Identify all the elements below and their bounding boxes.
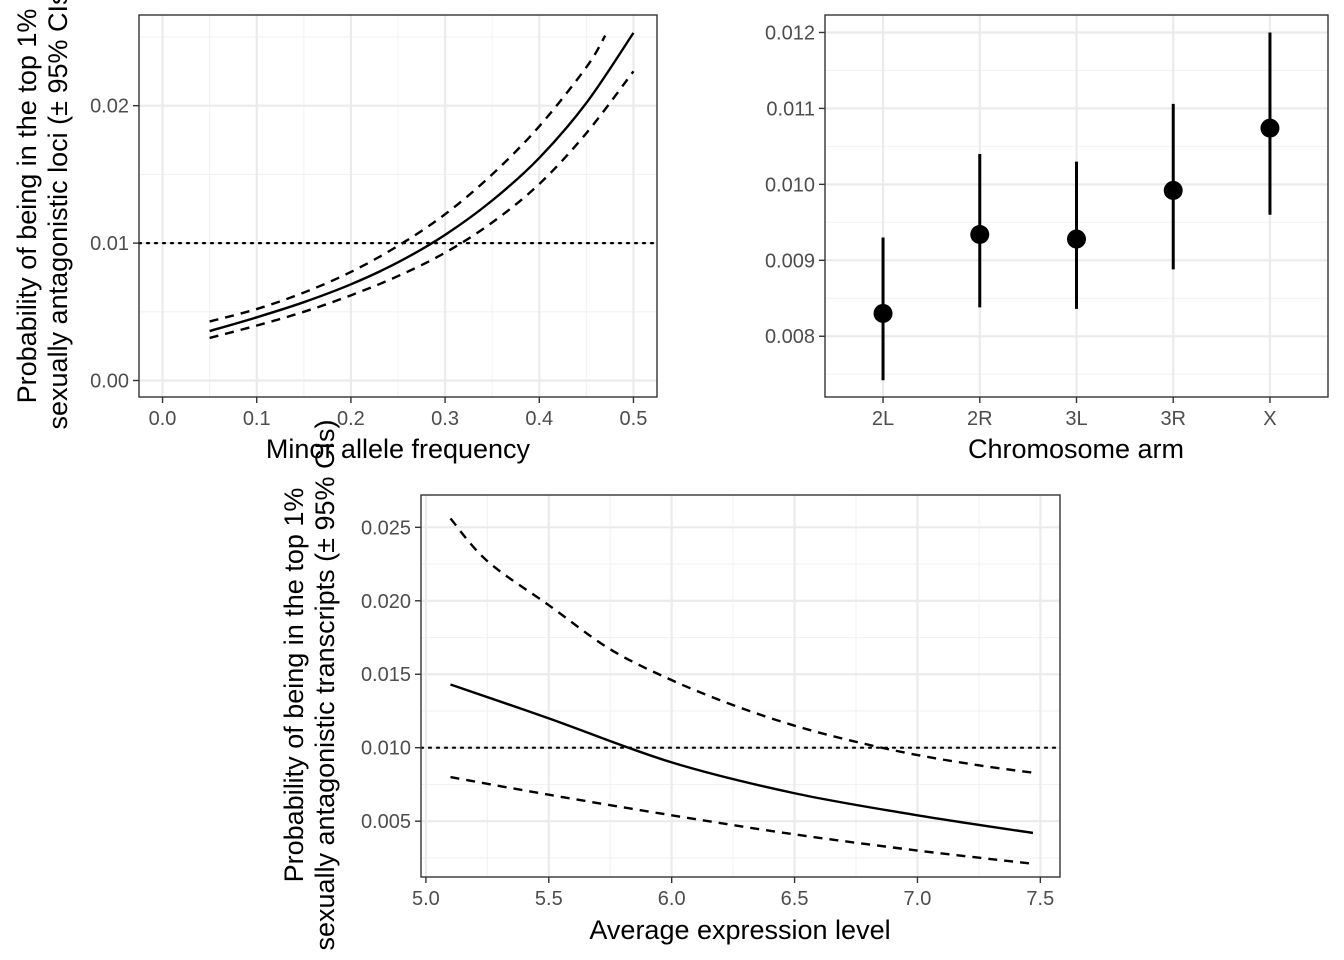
expr-y-tick-label: 0.020: [361, 591, 411, 613]
arm-y-tick-label: 0.012: [765, 22, 815, 44]
maf-series-fit: [209, 32, 635, 333]
arm-y-tick-label: 0.008: [765, 326, 815, 348]
expr-series-upper-ci: [449, 517, 1034, 774]
maf-series-lower-ci: [209, 70, 635, 340]
arm-x-tick-label: 3R: [1160, 408, 1186, 430]
panel-maf-y-axis-title: Probability of being in the top 1% sexua…: [12, 0, 73, 430]
expr-series-fit: [450, 683, 1034, 835]
expr-x-tick-label: 5.0: [412, 888, 440, 910]
panel-expr-ticks: 5.0 5.5 6.0 6.5 7.0 7.5 0.005 0.010 0.015 0.020 0.…: [361, 517, 1054, 910]
panel-expr-border: [420, 494, 1061, 878]
expr-y-tick-label: 0.010: [361, 738, 411, 760]
expr-y-tick-label: 0.015: [361, 664, 411, 686]
expr-x-tick-label: 7.5: [1026, 888, 1054, 910]
panel-maf-y-axis-title-line2: sexually antagonistic loci (± 95% CIs): [43, 0, 73, 430]
arm-point-2l: [873, 303, 893, 323]
expr-x-tick-label: 6.0: [658, 888, 686, 910]
arm-x-tick-label: 3L: [1065, 408, 1087, 430]
maf-y-tick-label: 0.01: [90, 233, 129, 255]
expr-x-tick-label: 6.5: [781, 888, 809, 910]
expr-x-tick-label: 5.5: [535, 888, 563, 910]
arm-x-tick-label: 2L: [872, 408, 894, 430]
maf-y-tick-label: 0.02: [90, 96, 129, 118]
panel-arm-ticks: 2L 2R 3L 3R X 0.008 0.009 0.010 0.011 0.012: [765, 22, 1277, 430]
arm-point-3r: [1163, 180, 1183, 200]
panel-arm-x-axis-title: Chromosome arm: [968, 434, 1184, 464]
arm-y-tick-label: 0.009: [765, 250, 815, 272]
arm-point-x: [1260, 118, 1280, 138]
panel-maf: 0.0 0.1 0.2 0.3 0.4 0.5 0.00 0.01 0.02 Minor all…: [12, 0, 659, 464]
arm-point-2r: [970, 224, 990, 244]
panel-maf-series: [137, 32, 659, 340]
arm-point-3l: [1067, 229, 1086, 249]
arm-y-tick-label: 0.011: [766, 98, 815, 120]
expr-y-tick-label: 0.005: [361, 811, 411, 833]
panel-expr-x-axis-title: Average expression level: [589, 915, 890, 945]
maf-x-tick-label: 0.0: [149, 408, 177, 430]
panel-maf-x-axis-title: Minor allele frequency: [266, 434, 531, 464]
panel-maf-y-axis-title-line1: Probability of being in the top 1%: [12, 9, 42, 404]
panel-expr-background: [421, 495, 1060, 877]
maf-x-tick-label: 0.4: [525, 408, 553, 430]
arm-y-tick-label: 0.010: [765, 174, 815, 196]
panel-maf-grid: [139, 15, 657, 397]
maf-x-tick-label: 0.2: [337, 408, 365, 430]
expr-x-tick-label: 7.0: [904, 888, 932, 910]
arm-x-tick-label: 2R: [967, 408, 993, 430]
panel-arm: 2L 2R 3L 3R X 0.008 0.009 0.010 0.011 0.012 Chrom…: [765, 14, 1329, 464]
panel-expr-y-axis-title: Probability of being in the top 1% sexua…: [279, 419, 340, 950]
maf-x-tick-label: 0.1: [243, 408, 271, 430]
expr-y-tick-label: 0.025: [361, 517, 411, 539]
maf-x-tick-label: 0.3: [431, 408, 459, 430]
maf-y-tick-label: 0.00: [90, 371, 129, 393]
expr-series-lower-ci: [450, 775, 1034, 865]
panel-arm-points: [873, 32, 1280, 381]
maf-x-tick-label: 0.5: [620, 408, 648, 430]
panel-expr-y-axis-title-line1: Probability of being in the top 1%: [279, 488, 309, 883]
panel-expr-y-axis-title-line2: sexually antagonistic transcripts (± 95%…: [310, 419, 340, 950]
panel-expr: 5.0 5.5 6.0 6.5 7.0 7.5 0.005 0.010 0.015 0.020 0.…: [279, 419, 1062, 951]
arm-x-tick-label: X: [1263, 408, 1276, 430]
panel-maf-border: [138, 14, 658, 398]
panel-maf-ticks: 0.0 0.1 0.2 0.3 0.4 0.5 0.00 0.01 0.02: [90, 96, 647, 430]
panel-expr-series: [419, 517, 1062, 865]
